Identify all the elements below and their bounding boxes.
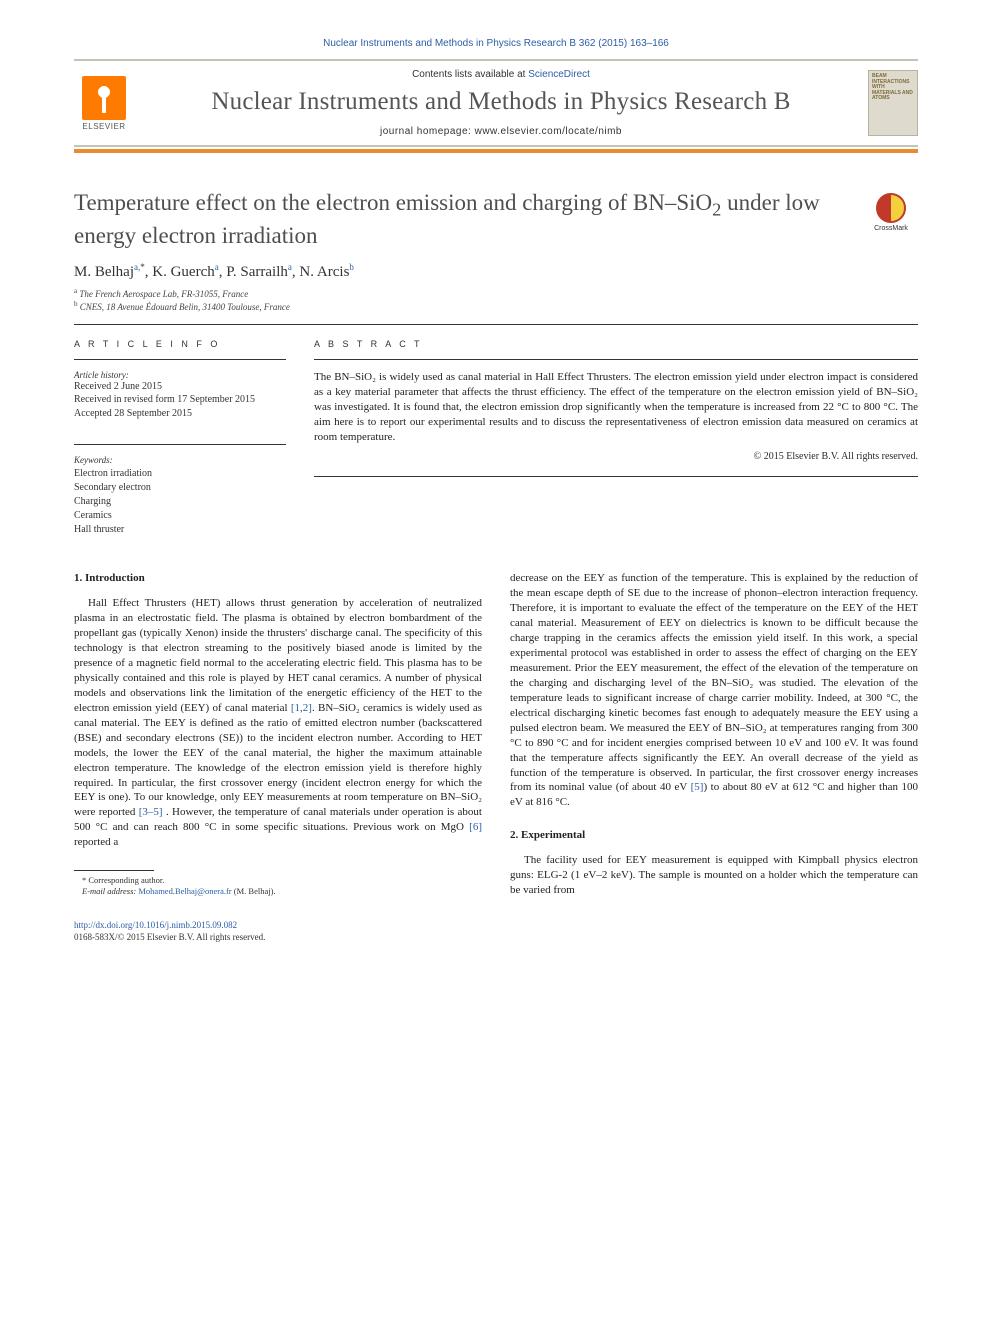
abstract-rule [314, 359, 918, 360]
article-info: A R T I C L E I N F O Article history: R… [74, 339, 286, 538]
body-col-left: 1. Introduction Hall Effect Thrusters (H… [74, 571, 482, 898]
elsevier-label: ELSEVIER [82, 122, 125, 131]
rule-above-info [74, 324, 918, 325]
section-2-text: The facility used for EEY measurement is… [510, 853, 918, 898]
section-1-text: Hall Effect Thrusters (HET) allows thrus… [74, 596, 482, 850]
kw-2: Charging [74, 495, 286, 509]
sciencedirect-link[interactable]: ScienceDirect [528, 69, 590, 80]
crossmark-icon [876, 193, 906, 223]
abstract-text: The BN–SiO₂ is widely used as canal mate… [314, 370, 918, 446]
header-center: Contents lists available at ScienceDirec… [134, 69, 868, 137]
kw-1: Secondary electron [74, 481, 286, 495]
author-4: , N. Arcis [292, 264, 350, 280]
keywords-list: Electron irradiation Secondary electron … [74, 467, 286, 537]
info-rule-2 [74, 444, 286, 445]
col2-continuation: decrease on the EEY as function of the t… [510, 571, 918, 810]
orange-rule [74, 149, 918, 153]
contents-line: Contents lists available at ScienceDirec… [134, 69, 868, 80]
footnote-rule [74, 870, 154, 871]
history-label: Article history: [74, 370, 286, 380]
footnote-corr: * Corresponding author. [74, 875, 482, 886]
section-2-heading: 2. Experimental [510, 828, 918, 843]
header-citation: Nuclear Instruments and Methods in Physi… [74, 38, 918, 49]
abstract-rule-below [314, 476, 918, 477]
email-label: E-mail address: [82, 886, 138, 896]
section-1-heading: 1. Introduction [74, 571, 482, 586]
homepage-url[interactable]: www.elsevier.com/locate/nimb [475, 126, 622, 137]
body-columns: 1. Introduction Hall Effect Thrusters (H… [74, 571, 918, 898]
body-col-right: decrease on the EEY as function of the t… [510, 571, 918, 898]
crossmark-badge[interactable]: CrossMark [864, 193, 918, 232]
author-3: , P. Sarrailh [219, 264, 288, 280]
footnote-email: E-mail address: Mohamed.Belhaj@onera.fr … [74, 886, 482, 897]
author-4-aff: b [349, 262, 354, 272]
journal-header: ELSEVIER Contents lists available at Sci… [74, 59, 918, 147]
abstract-heading: A B S T R A C T [314, 339, 918, 349]
info-abstract-row: A R T I C L E I N F O Article history: R… [74, 339, 918, 538]
kw-3: Ceramics [74, 509, 286, 523]
elsevier-tree-icon [82, 76, 126, 120]
article-info-heading: A R T I C L E I N F O [74, 339, 286, 349]
affil-a-text: The French Aerospace Lab, FR-31055, Fran… [77, 289, 248, 299]
journal-homepage: journal homepage: www.elsevier.com/locat… [134, 126, 868, 137]
affil-a: a The French Aerospace Lab, FR-31055, Fr… [74, 287, 918, 300]
title-row: Temperature effect on the electron emiss… [74, 189, 918, 250]
abstract: A B S T R A C T The BN–SiO₂ is widely us… [314, 339, 918, 538]
author-1: M. Belhaj [74, 264, 134, 280]
history-accepted: Accepted 28 September 2015 [74, 407, 286, 421]
elsevier-logo[interactable]: ELSEVIER [74, 70, 134, 136]
affiliations: a The French Aerospace Lab, FR-31055, Fr… [74, 287, 918, 313]
journal-name: Nuclear Instruments and Methods in Physi… [134, 88, 868, 116]
issn-line: 0168-583X/© 2015 Elsevier B.V. All right… [74, 932, 918, 944]
title-sub: 2 [712, 200, 721, 220]
crossmark-label: CrossMark [874, 225, 908, 232]
email-suffix: (M. Belhaj). [232, 886, 276, 896]
affil-b-text: CNES, 18 Avenue Édouard Belin, 31400 Tou… [78, 302, 290, 312]
history-received: Received 2 June 2015 [74, 380, 286, 394]
authors-line: M. Belhaja,*, K. Guercha, P. Sarrailha, … [74, 262, 918, 281]
title-pre: Temperature effect on the electron emiss… [74, 190, 712, 215]
affil-b: b CNES, 18 Avenue Édouard Belin, 31400 T… [74, 300, 918, 313]
history-revised: Received in revised form 17 September 20… [74, 393, 286, 407]
article-title: Temperature effect on the electron emiss… [74, 189, 844, 250]
kw-0: Electron irradiation [74, 467, 286, 481]
email-link[interactable]: Mohamed.Belhaj@onera.fr [138, 886, 231, 896]
keywords-label: Keywords: [74, 455, 286, 465]
kw-4: Hall thruster [74, 523, 286, 537]
doi-link[interactable]: http://dx.doi.org/10.1016/j.nimb.2015.09… [74, 920, 918, 932]
homepage-prefix: journal homepage: [380, 126, 475, 137]
author-2: , K. Guerch [145, 264, 215, 280]
contents-prefix: Contents lists available at [412, 69, 528, 80]
info-rule-1 [74, 359, 286, 360]
journal-cover-thumb: BEAM INTERACTIONS WITH MATERIALS AND ATO… [868, 70, 918, 136]
abstract-copyright: © 2015 Elsevier B.V. All rights reserved… [314, 451, 918, 462]
bottom-block: http://dx.doi.org/10.1016/j.nimb.2015.09… [74, 920, 918, 943]
